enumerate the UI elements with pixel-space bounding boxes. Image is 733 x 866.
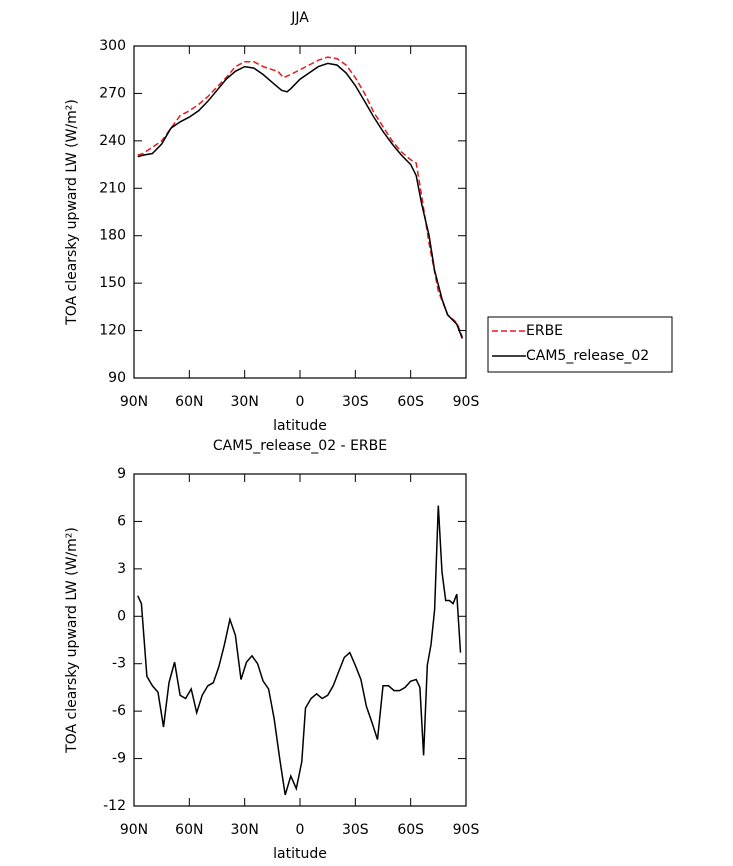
x-tick-label: 90N — [120, 822, 148, 838]
y-tick-label: 240 — [99, 133, 126, 149]
y-tick-label: 90 — [108, 370, 126, 386]
legend-box — [487, 316, 673, 373]
x-tick-label: 60N — [175, 394, 203, 410]
x-tick-label: 60S — [397, 822, 424, 838]
y-tick-label: 300 — [99, 38, 126, 54]
x-tick-label: 60N — [175, 822, 203, 838]
y-tick-label: 210 — [99, 180, 126, 196]
y-tick-label: 120 — [99, 323, 126, 339]
data-line — [137, 56, 463, 338]
x-tick-label: 30N — [231, 394, 259, 410]
x-axis-label: latitude — [273, 418, 327, 434]
y-tick-label: -6 — [112, 703, 126, 719]
data-line — [137, 62, 464, 339]
y-axis-label: TOA clearsky upward LW (W/m²) — [64, 99, 80, 326]
y-axis-label: TOA clearsky upward LW (W/m²) — [64, 527, 80, 754]
y-tick-label: 9 — [117, 466, 126, 482]
y-tick-label: 0 — [117, 608, 126, 624]
chart-title: CAM5_release_02 - ERBE — [213, 438, 387, 454]
x-tick-label: 0 — [296, 394, 305, 410]
legend-label: CAM5_release_02 — [526, 348, 649, 364]
y-tick-label: 270 — [99, 85, 126, 101]
y-tick-label: 150 — [99, 275, 126, 291]
y-tick-label: -9 — [112, 751, 126, 767]
y-tick-label: -3 — [112, 656, 126, 672]
plot-frame — [133, 473, 467, 807]
x-tick-label: 90S — [453, 394, 480, 410]
y-tick-label: 6 — [117, 513, 126, 529]
chart-title: JJA — [290, 10, 309, 26]
x-axis-label: latitude — [273, 846, 327, 862]
x-tick-label: 90N — [120, 394, 148, 410]
x-tick-label: 30S — [342, 394, 369, 410]
y-tick-label: 3 — [117, 561, 126, 577]
y-tick-label: 180 — [99, 228, 126, 244]
x-tick-label: 90S — [453, 822, 480, 838]
legend-label: ERBE — [526, 323, 563, 339]
x-tick-label: 60S — [397, 394, 424, 410]
y-tick-label: -12 — [103, 798, 126, 814]
x-tick-label: 0 — [296, 822, 305, 838]
plot-frame — [133, 45, 467, 379]
data-line — [137, 505, 462, 796]
x-tick-label: 30N — [231, 822, 259, 838]
x-tick-label: 30S — [342, 822, 369, 838]
